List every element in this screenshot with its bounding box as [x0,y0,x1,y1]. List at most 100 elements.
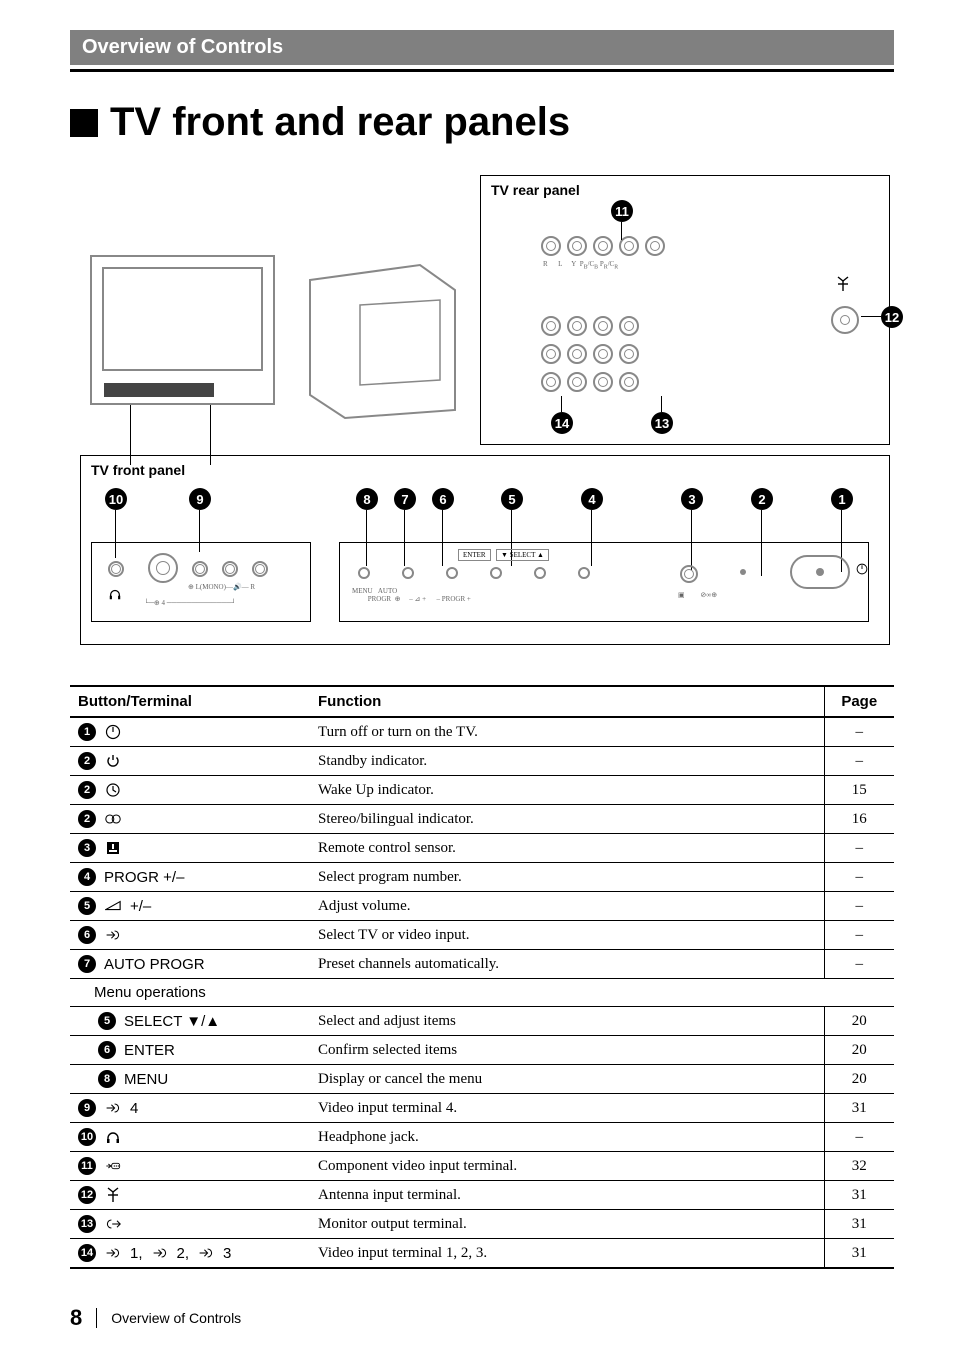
rear-panel-label: TV rear panel [491,182,879,198]
front-panel-label: TV front panel [91,462,879,478]
function-cell: Select program number. [310,863,824,892]
power-circle-icon [104,723,122,741]
page-cell: – [824,863,894,892]
num-bubble: 3 [78,839,96,857]
num-bubble: 5 [98,1012,116,1030]
function-cell: Confirm selected items [310,1036,824,1065]
output-icon [104,1215,122,1233]
input-icon [151,1244,169,1262]
num-bubble: 8 [98,1070,116,1088]
table-row: 10 Headphone jack. – [70,1123,894,1152]
tv-sketch-front [90,255,275,405]
num-bubble: 1 [78,723,96,741]
table-row: 3 Remote control sensor. – [70,834,894,863]
table-row: 2 Standby indicator. – [70,747,894,776]
page-cell: – [824,747,894,776]
num-bubble: 12 [78,1186,96,1204]
function-cell: Headphone jack. [310,1123,824,1152]
function-cell: Standby indicator. [310,747,824,776]
col-header-function: Function [310,686,824,717]
page-cell: 20 [824,1036,894,1065]
table-row: 1 Turn off or turn on the TV. – [70,717,894,747]
button-label: PROGR +/– [104,869,184,886]
diagram-num-3: 3 [681,488,703,510]
button-label: SELECT ▼/▲ [124,1013,220,1030]
function-cell: Remote control sensor. [310,834,824,863]
input-icon [104,1099,122,1117]
function-cell: Video input terminal 4. [310,1094,824,1123]
section-header: Overview of Controls [70,30,894,65]
function-cell: Component video input terminal. [310,1152,824,1181]
diagram-area: TV rear panel R L Y PB/CB PR/CR 11 12 14… [70,175,894,665]
num-bubble: 5 [78,897,96,915]
num-bubble: 13 [78,1215,96,1233]
page-number: 8 [70,1305,82,1331]
function-cell: Video input terminal 1, 2, 3. [310,1239,824,1269]
page-cell: – [824,921,894,950]
diagram-num-5: 5 [501,488,523,510]
page-title: TV front and rear panels [70,100,894,145]
col-header-button: Button/Terminal [70,686,310,717]
clock-icon [104,781,122,799]
diagram-num-6: 6 [432,488,454,510]
num-bubble: 4 [78,868,96,886]
num-bubble: 6 [98,1041,116,1059]
function-cell: Select and adjust items [310,1007,824,1036]
table-row: 5+/– Adjust volume. – [70,892,894,921]
button-label: ENTER [124,1042,175,1059]
num-bubble: 11 [78,1157,96,1175]
button-label: 2, [177,1245,190,1262]
table-row: 6 ENTER Confirm selected items 20 [70,1036,894,1065]
num-bubble: 6 [78,926,96,944]
headphone-icon [104,1128,122,1146]
footer-separator [96,1308,97,1328]
rear-panel-box: TV rear panel R L Y PB/CB PR/CR 11 12 14… [480,175,890,445]
standby-icon [104,752,122,770]
controls-table: Button/Terminal Function Page 1 Turn off… [70,685,894,1269]
button-label: AUTO PROGR [104,956,205,973]
function-cell: Stereo/bilingual indicator. [310,805,824,834]
function-cell: Display or cancel the menu [310,1065,824,1094]
volume-icon [104,897,122,915]
num-bubble: 2 [78,752,96,770]
num-bubble: 14 [78,1244,96,1262]
input-icon [104,1244,122,1262]
page-cell: – [824,950,894,979]
diagram-num-9: 9 [189,488,211,510]
function-cell: Turn off or turn on the TV. [310,717,824,747]
component-icon [104,1157,122,1175]
table-row: 94 Video input terminal 4. 31 [70,1094,894,1123]
num-bubble: 2 [78,781,96,799]
diagram-num-11: 11 [611,200,633,222]
antenna-icon [104,1186,122,1204]
table-row: 6 Select TV or video input. – [70,921,894,950]
function-cell: Preset channels automatically. [310,950,824,979]
page-cell: – [824,834,894,863]
title-bullet-icon [70,109,98,137]
table-row: 2 Stereo/bilingual indicator. 16 [70,805,894,834]
table-row: 11 Component video input terminal. 32 [70,1152,894,1181]
table-row: 4 PROGR +/– Select program number. – [70,863,894,892]
page-cell: – [824,717,894,747]
page-cell: 20 [824,1007,894,1036]
num-bubble: 10 [78,1128,96,1146]
button-label: 3 [223,1245,231,1262]
diagram-num-7: 7 [394,488,416,510]
input-icon [197,1244,215,1262]
page-cell: 31 [824,1181,894,1210]
function-cell: Adjust volume. [310,892,824,921]
function-cell: Antenna input terminal. [310,1181,824,1210]
page-cell: – [824,892,894,921]
button-label: MENU [124,1071,168,1088]
num-bubble: 2 [78,810,96,828]
remote-sensor-icon [104,839,122,857]
button-label: 1, [130,1245,143,1262]
table-row: 13 Monitor output terminal. 31 [70,1210,894,1239]
page-cell: 31 [824,1239,894,1269]
diagram-num-14: 14 [551,412,573,434]
col-header-page: Page [824,686,894,717]
function-cell: Select TV or video input. [310,921,824,950]
page-title-text: TV front and rear panels [110,100,570,145]
table-row: 8MENU Display or cancel the menu 20 [70,1065,894,1094]
diagram-num-4: 4 [581,488,603,510]
